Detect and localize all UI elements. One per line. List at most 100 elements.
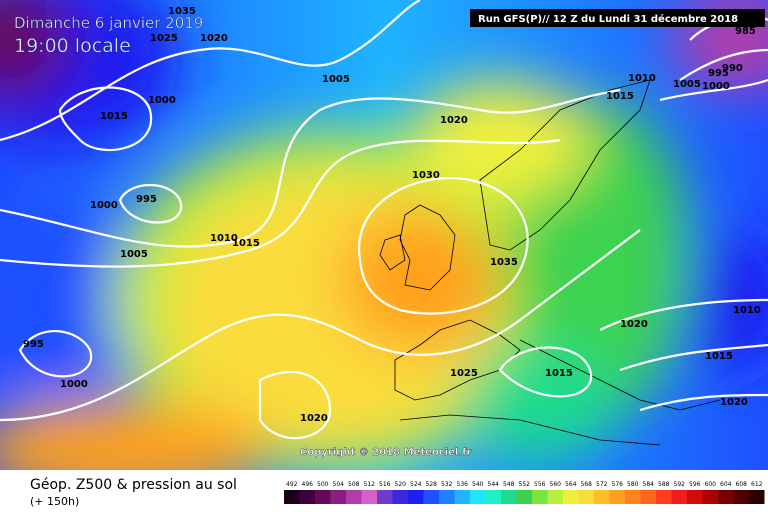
scale-swatch: [532, 490, 548, 504]
isobar-label: 985: [735, 26, 756, 37]
scale-swatch: [687, 490, 703, 504]
isobar-label: 1020: [720, 397, 748, 408]
scale-swatch: [733, 490, 749, 504]
run-box: [470, 9, 765, 27]
scale-swatch: [501, 490, 517, 504]
copyright: Copyright © 2018 Meteociel.fr: [300, 447, 471, 458]
scale-label: 520: [395, 481, 407, 488]
scale-label: 544: [488, 481, 500, 488]
scale-swatch: [563, 490, 579, 504]
isobar-label: 995: [136, 194, 157, 205]
scale-label: 564: [565, 481, 577, 488]
scale-swatch: [640, 490, 656, 504]
isobar-label: 1025: [150, 33, 178, 44]
scale-swatch: [594, 490, 610, 504]
legend-lead: (+ 150h): [30, 495, 79, 508]
isobar-label: 1035: [168, 6, 196, 17]
forecast-date: Dimanche 6 janvier 2019: [14, 14, 203, 32]
isobar-label: 1035: [490, 257, 518, 268]
scale-label: 528: [426, 481, 438, 488]
scale-swatch: [346, 490, 362, 504]
isobar-label: 990: [722, 63, 743, 74]
scale-label: 600: [705, 481, 717, 488]
scale-swatch: [625, 490, 641, 504]
scale-label: 524: [410, 481, 422, 488]
isobar-label: 1020: [200, 33, 228, 44]
isobar-label: 1030: [412, 170, 440, 181]
isobar-label: 1010: [733, 305, 761, 316]
isobar-label: 1005: [120, 249, 148, 260]
scale-label: 608: [736, 481, 748, 488]
scale-swatch: [299, 490, 315, 504]
scale-label: 596: [689, 481, 701, 488]
scale-label: 560: [550, 481, 562, 488]
scale-label: 556: [534, 481, 546, 488]
z500-field: [0, 0, 768, 500]
scale-label: 612: [751, 481, 763, 488]
scale-label: 496: [302, 481, 314, 488]
isobar-label: 1000: [60, 379, 88, 390]
scale-swatch: [578, 490, 594, 504]
scale-label: 512: [364, 481, 376, 488]
scale-swatch: [392, 490, 408, 504]
isobar-label: 1020: [440, 115, 468, 126]
isobar-label: 1005: [673, 79, 701, 90]
scale-swatch: [656, 490, 672, 504]
scale-label: 576: [612, 481, 624, 488]
scale-label: 504: [333, 481, 345, 488]
scale-swatch: [671, 490, 687, 504]
scale-label: 572: [596, 481, 608, 488]
forecast-time: 19:00 locale: [14, 35, 131, 57]
legend-title: Géop. Z500 & pression au sol: [30, 477, 237, 493]
scale-swatch: [315, 490, 331, 504]
isobar-label: 1015: [545, 368, 573, 379]
coastlines: [379, 79, 721, 446]
scale-label: 592: [674, 481, 686, 488]
scale-label: 568: [581, 481, 593, 488]
isobar-label: 1025: [450, 368, 478, 379]
scale-swatch: [470, 490, 486, 504]
isobar-label: 1015: [232, 238, 260, 249]
scale-label: 532: [441, 481, 453, 488]
scale-label: 584: [643, 481, 655, 488]
isobar-label: 1015: [606, 91, 634, 102]
isobar-label: 1000: [148, 95, 176, 106]
scale-swatch: [330, 490, 346, 504]
scale-label: 500: [317, 481, 329, 488]
isobar-label: 995: [708, 68, 729, 79]
scale-label: 548: [503, 481, 515, 488]
scale-label: 536: [457, 481, 469, 488]
isobar-label: 1010: [210, 233, 238, 244]
scale-swatch: [423, 490, 439, 504]
isobar-label: 1015: [705, 351, 733, 362]
scale-label: 588: [658, 481, 670, 488]
scale-swatch: [377, 490, 393, 504]
scale-swatch: [454, 490, 470, 504]
scale-swatch: [361, 490, 377, 504]
color-scale: 492 496 500 504 508 512 516 520 524 528 532 536 540 5…: [284, 481, 765, 504]
scale-swatch: [485, 490, 501, 504]
run-info: Run GFS(P)// 12 Z du Lundi 31 décembre 2…: [478, 13, 738, 25]
isobar-label: 1005: [322, 74, 350, 85]
scale-label: 552: [519, 481, 531, 488]
isobar-label: 1000: [90, 200, 118, 211]
scale-swatch: [547, 490, 563, 504]
scale-swatch: [749, 490, 765, 504]
isobar-label: 1020: [300, 413, 328, 424]
scale-label: 508: [348, 481, 360, 488]
isobar-label: 1020: [620, 319, 648, 330]
isobar-label: 995: [23, 339, 44, 350]
scale-swatch: [439, 490, 455, 504]
isobar-label: 1015: [100, 111, 128, 122]
scale-swatch: [718, 490, 734, 504]
scale-label: 604: [720, 481, 732, 488]
scale-swatch: [702, 490, 718, 504]
isobar-label: 1000: [702, 81, 730, 92]
isobars: [0, 0, 768, 438]
scale-label: 516: [379, 481, 391, 488]
scale-swatch: [609, 490, 625, 504]
scale-swatch: [284, 490, 300, 504]
